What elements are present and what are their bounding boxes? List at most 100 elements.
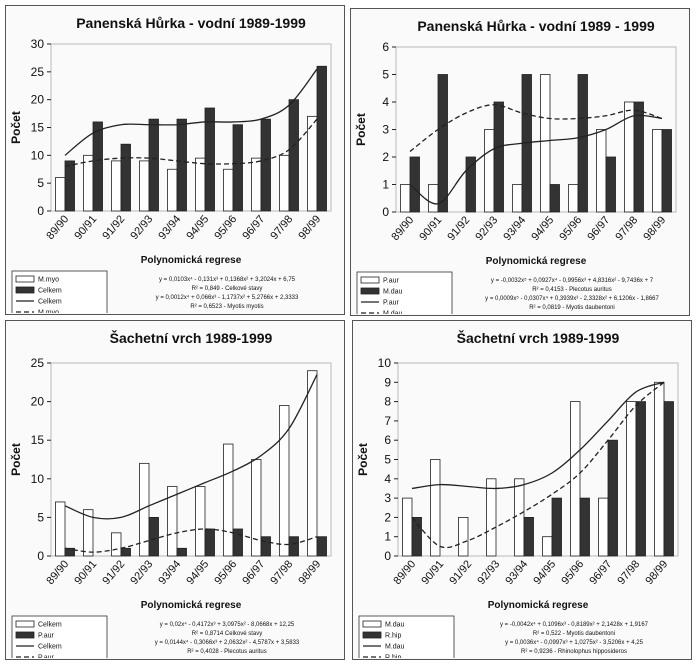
y-tick-label: 6 [384, 433, 391, 447]
bar [111, 532, 122, 557]
bar [251, 459, 262, 557]
legend-label: P.aur [38, 633, 54, 640]
bar [120, 547, 131, 557]
bar [260, 536, 271, 557]
bar [409, 156, 420, 213]
y-tick-label: 5 [382, 68, 389, 82]
x-tick-label: 89/90 [44, 213, 71, 242]
chart: Panenská Hůrka - vodní 1989 - 1999 Počet 0… [354, 18, 677, 321]
y-tick-label: 15 [31, 121, 45, 135]
bar [607, 439, 618, 557]
bar [232, 528, 243, 557]
trend-line [409, 114, 663, 205]
x-tick-label: 89/90 [389, 214, 416, 243]
y-tick-label: 3 [384, 491, 391, 505]
bar [549, 184, 560, 213]
x-tick-label: 98/99 [641, 214, 668, 243]
x-tick-label: 91/92 [100, 213, 127, 242]
equation: y = 0,02x⁴ - 0,4172x³ + 3,0975x² - 8,066… [160, 621, 295, 628]
y-axis-label: Počet [9, 111, 23, 144]
bar [523, 516, 534, 557]
bar [661, 129, 672, 213]
equation: R² = 0,849 - Celkové stavy [192, 286, 263, 292]
bar [465, 156, 476, 213]
x-axis-label: Polynomická regrese [141, 255, 242, 266]
y-tick-label: 0 [37, 204, 44, 218]
legend-label: M.dau [385, 622, 405, 629]
y-axis-label: Počet [356, 443, 370, 476]
x-tick-label: 92/93 [473, 214, 500, 243]
bar [223, 443, 234, 557]
chart-panel: Šachetní vrch 1989-1999 Počet 0 5 10 15 20 25 89… [5, 320, 345, 665]
bar [251, 157, 262, 212]
bar [484, 129, 495, 213]
bar [542, 536, 553, 557]
x-tick-label: 94/95 [529, 214, 556, 243]
trend-line [64, 528, 318, 553]
x-tick-label: 94/95 [531, 558, 558, 587]
x-tick-label: 92/93 [128, 213, 155, 242]
bar [139, 160, 150, 212]
x-tick-label: 95/96 [212, 558, 239, 587]
y-tick-label: 10 [31, 148, 45, 162]
equation: R² = 0,9236 - Rhinolophus hipposideros [521, 649, 627, 655]
legend-label: Celkem [38, 288, 62, 295]
bar [568, 184, 579, 213]
bar [232, 124, 243, 212]
chart: Panenská Hůrka - vodní 1989-1999 Počet 0 5 1… [9, 15, 332, 320]
bar [663, 401, 674, 557]
x-tick-label: 94/95 [184, 558, 211, 587]
legend-label: M.dau [383, 289, 403, 296]
legend-swatch [15, 631, 35, 639]
x-tick-label: 92/93 [475, 558, 502, 587]
x-tick-label: 98/99 [296, 213, 323, 242]
y-tick-label: 20 [31, 93, 45, 107]
equation: R² = 0,0819 - Myotis daubentoni [529, 305, 615, 311]
legend-label: R.hip [385, 655, 401, 659]
bar [55, 177, 66, 212]
legend-swatch [360, 276, 380, 284]
bar [55, 501, 66, 557]
x-tick-label: 90/91 [417, 214, 444, 243]
bar [120, 143, 131, 212]
chart-title: Panenská Hůrka - vodní 1989 - 1999 [417, 18, 655, 34]
y-tick-label: 6 [382, 40, 389, 54]
equation: y = 0,0009x⁵ - 0,0307x⁴ + 0,3939x³ - 2,3… [485, 295, 659, 302]
bar [307, 115, 318, 212]
chart: Šachetní vrch 1989-1999 Počet 0 1 2 3 4 5 6 7 8 9 10… [356, 329, 679, 665]
equation: R² = 0,522 - Myotis daubentoni [533, 631, 615, 637]
y-tick-label: 1 [384, 530, 391, 544]
legend-label: P.aur [383, 278, 399, 285]
bar [596, 129, 607, 213]
y-tick-label: 4 [382, 95, 389, 109]
y-tick-label: 3 [382, 123, 389, 137]
equation: y = 0,0036x⁴ - 0,0997x³ + 1,0275x² - 3,5… [505, 639, 643, 646]
bar [598, 497, 609, 557]
y-tick-label: 25 [31, 356, 45, 370]
y-tick-label: 0 [382, 205, 389, 219]
y-tick-label: 15 [31, 433, 45, 447]
trend-line [64, 118, 318, 168]
bar [540, 74, 551, 213]
chart: Šachetní vrch 1989-1999 Počet 0 5 10 15 20 25 89… [9, 329, 332, 665]
x-tick-label: 90/91 [72, 558, 99, 587]
equation: y = 0,0103x⁴ - 0,131x³ + 0,1368x² + 3,20… [159, 276, 296, 283]
bar [493, 101, 504, 213]
bar [176, 547, 187, 557]
bar [204, 107, 215, 212]
trend-line [411, 381, 665, 549]
x-axis-label: Polynomická regrese [486, 256, 587, 267]
trend-line [64, 68, 318, 156]
equation: R² = 0,6523 - Myotis myotis [190, 304, 263, 310]
legend-label: Celkem [38, 644, 62, 651]
legend-label: M.dau [383, 311, 403, 315]
bar [64, 160, 75, 212]
y-tick-label: 0 [37, 549, 44, 563]
y-tick-label: 9 [384, 375, 391, 389]
trend-line [411, 381, 665, 490]
bar [204, 528, 215, 557]
x-tick-label: 98/99 [643, 558, 670, 587]
x-tick-label: 91/92 [100, 558, 127, 587]
y-tick-label: 30 [31, 37, 45, 51]
